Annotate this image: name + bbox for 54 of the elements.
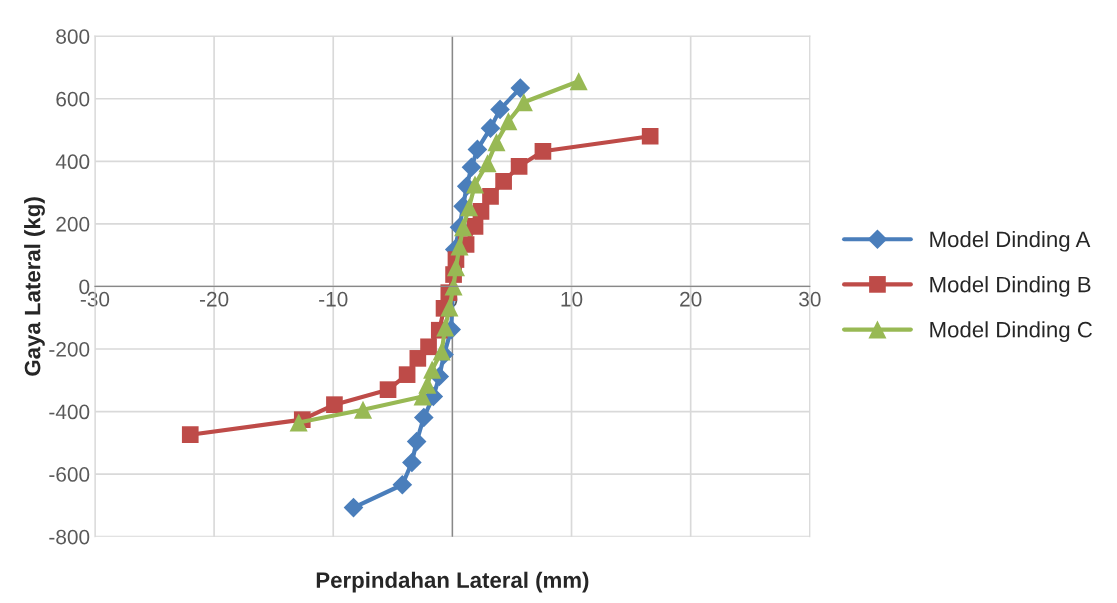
point: [392, 474, 413, 495]
point: [436, 318, 455, 337]
legend-label: Model Dinding B: [930, 276, 1091, 297]
y-tick-label: -200: [49, 341, 90, 357]
point: [423, 360, 442, 379]
point: [413, 407, 434, 428]
point: [495, 172, 512, 190]
y-tick-label: -600: [49, 467, 90, 482]
legend-label: Model Dinding A: [930, 230, 1091, 252]
point: [510, 78, 531, 98]
point: [379, 381, 397, 398]
point: [446, 258, 465, 277]
point: [432, 342, 451, 361]
point: [514, 93, 533, 112]
y-tick-label: 400: [55, 154, 90, 170]
point: [534, 142, 552, 160]
x-tick-label: -20: [199, 291, 229, 307]
point: [343, 497, 364, 518]
point: [450, 237, 469, 256]
point: [569, 72, 588, 91]
point: [406, 431, 427, 452]
point: [289, 413, 308, 432]
point: [482, 188, 499, 205]
point: [499, 112, 518, 131]
y-tick-label: -400: [49, 404, 90, 420]
point: [487, 133, 506, 152]
y-tick-label: 600: [56, 91, 90, 107]
x-tick-label: 30: [799, 291, 821, 307]
point: [181, 426, 199, 444]
point: [454, 218, 473, 237]
x-tick-label: 10: [561, 291, 583, 307]
legend-label: Model Dinding C: [930, 321, 1092, 342]
y-axis-title: Gaya Lateral (kg): [24, 197, 45, 376]
point: [402, 452, 422, 473]
point: [641, 127, 659, 145]
point: [398, 366, 416, 383]
point: [420, 338, 437, 356]
point: [467, 139, 488, 160]
point: [460, 198, 479, 217]
point: [354, 400, 373, 419]
y-tick-label: 200: [56, 216, 90, 232]
point: [480, 118, 501, 138]
x-tick-label: -10: [319, 291, 348, 307]
point: [326, 396, 343, 413]
y-tick-label: -800: [49, 529, 90, 545]
point: [478, 154, 497, 173]
point: [490, 99, 510, 120]
y-tick-label: 800: [56, 29, 90, 44]
point: [461, 157, 482, 178]
point: [440, 298, 459, 317]
point: [465, 175, 485, 194]
point: [510, 157, 528, 175]
x-tick-label: 20: [680, 291, 702, 307]
x-axis-title: Perpindahan Lateral (mm): [316, 571, 589, 593]
